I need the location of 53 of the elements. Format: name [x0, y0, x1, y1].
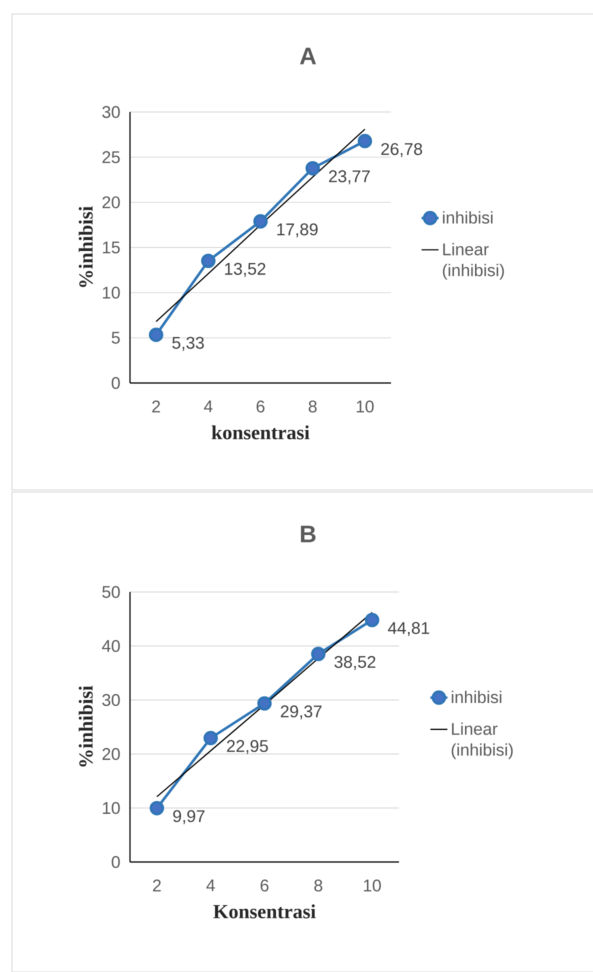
data-label: 26,78	[381, 143, 422, 158]
legend-label: Linear (inhibisi)	[442, 242, 504, 280]
point	[253, 214, 268, 229]
x-tick-label: 6	[256, 400, 264, 413]
data-label: 13,52	[225, 262, 266, 277]
data-label: 9,97	[173, 810, 205, 824]
data-label: 44,81	[388, 622, 430, 636]
x-tick-label: 2	[152, 400, 160, 412]
y-tick-label: 10	[102, 286, 120, 299]
chart-title: B	[300, 526, 316, 542]
data-label: 38,52	[334, 656, 376, 670]
y-tick-label: 15	[102, 242, 120, 254]
data-label: 23,77	[329, 170, 370, 184]
x-tick-label: 2	[153, 880, 161, 892]
y-tick-label: 50	[102, 586, 120, 598]
x-tick-label: 10	[364, 880, 381, 892]
point	[306, 161, 320, 176]
x-axis-title: Konsentrasi	[213, 904, 316, 918]
legend-label: Linear (inhibisi)	[452, 722, 513, 760]
y-tick-label: 40	[102, 640, 120, 652]
y-tick-label: 10	[102, 802, 120, 814]
legend-label: inhibisi	[443, 211, 493, 224]
point	[311, 646, 326, 662]
y-axis-title: %inhibisi	[78, 206, 93, 287]
x-tick-label: 6	[260, 880, 268, 892]
data-label: 5,33	[172, 336, 204, 351]
y-tick-label: 5	[112, 332, 120, 344]
x-tick-label: 4	[204, 400, 213, 412]
data-label: 17,89	[277, 223, 318, 238]
x-tick-label: 4	[206, 880, 215, 892]
chart-title: A	[300, 48, 316, 64]
y-tick-label: 30	[102, 106, 120, 118]
point	[150, 800, 164, 816]
y-axis-title: %inhibisi	[78, 686, 93, 766]
y-tick-label: 0	[112, 856, 120, 868]
y-tick-label: 20	[102, 748, 120, 760]
point	[148, 328, 164, 342]
x-tick-label: 8	[314, 880, 322, 892]
y-tick-label: 30	[102, 694, 120, 706]
x-tick-label: 10	[356, 400, 374, 413]
y-tick-label: 25	[102, 151, 120, 164]
y-tick-label: 20	[102, 196, 120, 208]
point	[203, 730, 218, 746]
point	[257, 696, 272, 711]
x-tick-label: 8	[308, 400, 317, 413]
data-label: 29,37	[280, 705, 322, 720]
point	[358, 134, 372, 148]
point	[364, 612, 380, 628]
legend-label: inhibisi	[452, 690, 502, 704]
y-tick-label: 0	[112, 376, 120, 389]
x-axis-title: konsentrasi	[212, 425, 310, 440]
point	[201, 254, 216, 268]
data-label: 22,95	[227, 740, 268, 754]
